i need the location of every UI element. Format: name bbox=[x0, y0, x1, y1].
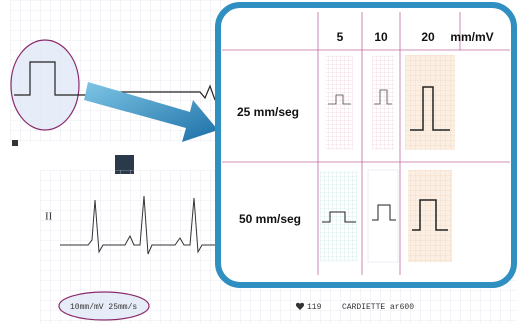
ecg-thumbnail bbox=[320, 170, 358, 262]
highlight-circle bbox=[11, 40, 79, 130]
calibration-label: 10mm/mV 25mm/s bbox=[70, 303, 137, 312]
ecg-thumbnail bbox=[405, 55, 455, 150]
marker bbox=[12, 140, 18, 146]
unit-header: mm/mV bbox=[450, 30, 493, 44]
device-label: CARDIETTE ar600 bbox=[342, 303, 414, 312]
ecg-thumbnail bbox=[326, 55, 353, 150]
ecg-thumbnail bbox=[408, 170, 452, 262]
ecg-thumbnail bbox=[368, 170, 398, 262]
heart-rate: 119 bbox=[307, 303, 322, 312]
screen: II 10mm/mV 25mm/s 119 CARDIETTE ar600 5 … bbox=[0, 0, 517, 323]
column-header: 5 bbox=[337, 30, 344, 44]
lead-label: II bbox=[45, 211, 53, 223]
column-header: 10 bbox=[374, 30, 388, 44]
column-header: 20 bbox=[421, 30, 435, 44]
row-header: 25 mm/seg bbox=[237, 105, 299, 119]
row-header: 50 mm/seg bbox=[239, 212, 301, 226]
zoom-panel bbox=[218, 5, 514, 285]
ecg-thumbnail bbox=[372, 55, 394, 150]
